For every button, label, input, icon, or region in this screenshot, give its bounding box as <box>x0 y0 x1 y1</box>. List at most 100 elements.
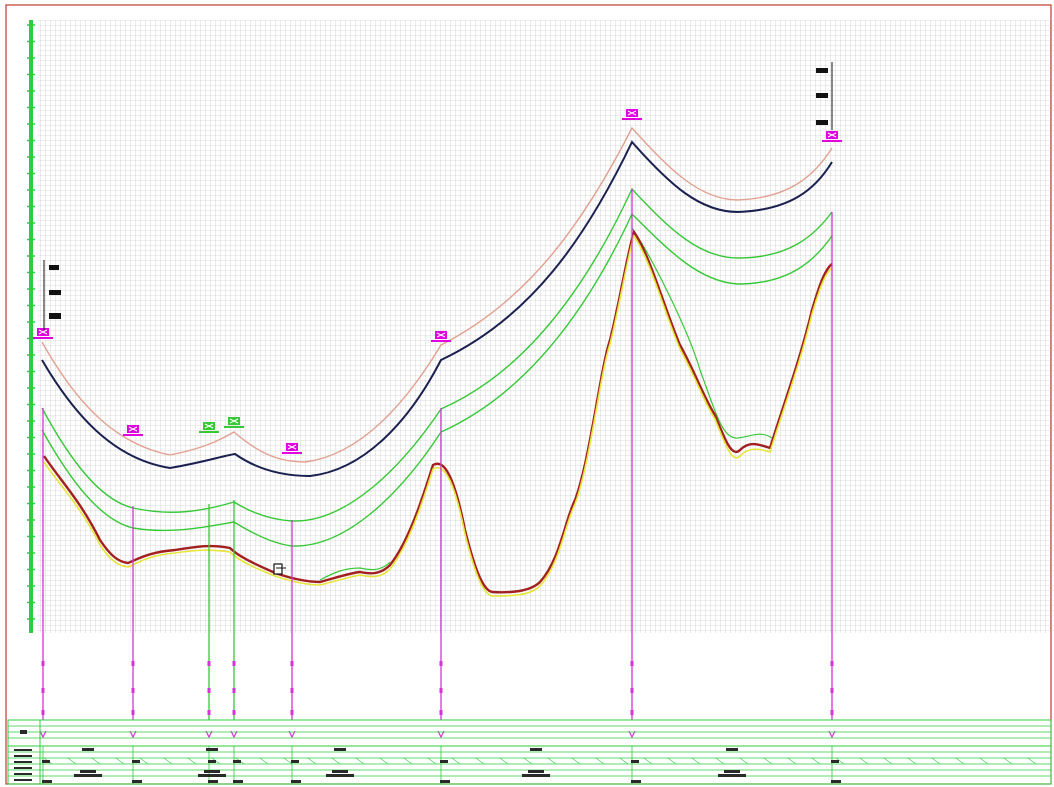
sag-curve-dark <box>41 140 833 478</box>
structure-tick <box>41 661 45 666</box>
structure-tick <box>439 710 443 715</box>
table-hatch <box>931 757 941 765</box>
structure-tick <box>131 688 135 693</box>
clearance-curve-1 <box>41 187 833 522</box>
tower-marker-icon <box>33 328 53 339</box>
structure-tick <box>830 688 834 693</box>
tower-marker-icon <box>224 417 244 428</box>
table-header-mark <box>14 773 32 775</box>
wind-flag-icon <box>43 260 61 330</box>
profile-grid <box>38 20 1054 633</box>
table-cell-mark <box>74 774 102 777</box>
table-hatch <box>979 757 989 765</box>
structure-tick <box>207 661 211 666</box>
table-hatch <box>307 757 317 765</box>
tower-marker-icon <box>431 331 451 342</box>
table-hatch <box>451 757 461 765</box>
wind-flags-right <box>816 62 833 130</box>
table-hatch <box>163 757 173 765</box>
table-hatch <box>643 757 653 765</box>
sag-envelope <box>41 126 833 478</box>
table-hatch <box>331 757 341 765</box>
table-cell-mark <box>530 748 542 751</box>
table-hatch <box>1027 757 1037 765</box>
profile-table <box>7 719 1052 785</box>
ground-line-main <box>43 229 833 594</box>
table-hatch <box>1003 757 1013 765</box>
vertical-ruler <box>27 20 35 633</box>
structure-tick <box>232 688 236 693</box>
tower-marker-icon <box>822 131 842 142</box>
table-cell-mark <box>440 760 448 763</box>
table-header-mark <box>14 749 32 751</box>
table-cell-mark <box>82 748 94 751</box>
table-hatch <box>691 757 701 765</box>
tower-marker-icon <box>622 109 642 120</box>
table-cell-mark <box>233 780 243 783</box>
table-cell-mark <box>631 760 639 763</box>
table-cell-mark <box>208 760 216 763</box>
table-cell-mark <box>233 760 241 763</box>
table-cell-mark <box>522 774 550 777</box>
table-cell-mark <box>42 760 50 763</box>
table-hatch <box>379 757 389 765</box>
clearance-curves <box>41 187 833 547</box>
table-cell-mark <box>831 760 839 763</box>
table-hatch <box>259 757 269 765</box>
table-hatch <box>667 757 677 765</box>
table-hatch <box>859 757 869 765</box>
clearance-curve-2 <box>41 212 833 547</box>
structure-tick <box>830 710 834 715</box>
structure-arrow <box>437 730 445 739</box>
table-hatch <box>739 757 749 765</box>
structure-tick <box>830 661 834 666</box>
table-cell-mark <box>831 780 841 783</box>
sag-curve-light <box>41 126 833 463</box>
structure-tick <box>41 710 45 715</box>
structure-tick <box>630 710 634 715</box>
table-cell-mark <box>528 770 544 773</box>
table-cell-mark <box>631 780 641 783</box>
table-hatch <box>187 757 197 765</box>
table-hatch <box>67 757 77 765</box>
structure-tick <box>439 688 443 693</box>
table-cell-mark <box>132 760 140 763</box>
table-hatch <box>811 757 821 765</box>
table-cell-mark <box>724 770 740 773</box>
table-hatch <box>523 757 533 765</box>
table-hatch <box>715 757 725 765</box>
ground-profile <box>43 229 833 597</box>
clearance-curve-3 <box>631 227 773 439</box>
table-cell-mark <box>440 780 450 783</box>
table-cell-mark <box>132 780 142 783</box>
tower-marker-icon <box>199 422 219 433</box>
table-hatch <box>139 757 149 765</box>
table-hatch <box>955 757 965 765</box>
table-hatch <box>283 757 293 765</box>
table-hatch <box>883 757 893 765</box>
structure-tick <box>207 688 211 693</box>
table-cell-mark <box>326 774 354 777</box>
structure-tick <box>41 688 45 693</box>
table-hatch <box>595 757 605 765</box>
structure-tick <box>439 661 443 666</box>
structure-tick <box>290 688 294 693</box>
table-hatch <box>91 757 101 765</box>
table-cell-mark <box>726 748 738 751</box>
table-header-mark <box>14 755 32 757</box>
table-cell-mark <box>204 770 220 773</box>
structure-tick <box>290 661 294 666</box>
tower-marker-icon <box>123 425 143 436</box>
table-hatch <box>835 757 845 765</box>
structure-arrow <box>39 730 47 739</box>
table-cell-mark <box>208 780 218 783</box>
structure-tick <box>232 710 236 715</box>
structure-tick-marks <box>39 661 836 739</box>
table-cell-mark <box>718 774 746 777</box>
table-hatch <box>619 757 629 765</box>
structure-arrow <box>230 730 238 739</box>
table-hatch <box>355 757 365 765</box>
structure-arrow <box>288 730 296 739</box>
